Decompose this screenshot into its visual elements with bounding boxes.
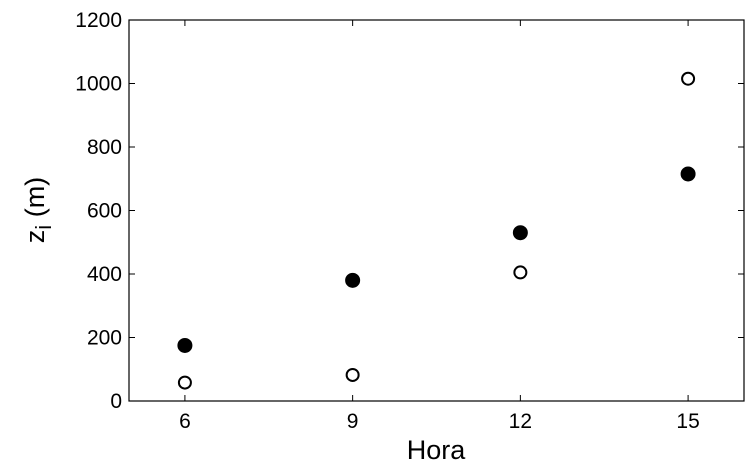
data-point-filled [512,225,528,241]
y-tick-label: 1200 [75,9,122,32]
y-axis-title-subscript: i [31,225,56,230]
data-point-open [681,71,696,86]
x-tick-label: 15 [676,410,699,433]
data-point-open [345,367,360,382]
data-points [177,71,696,390]
y-tick-label: 800 [87,136,122,159]
y-tick-label: 1000 [75,73,122,96]
x-tick-label: 12 [509,410,532,433]
plot-area [128,19,745,402]
y-tick-label: 400 [87,263,122,286]
y-axis-title: zi (m) [20,177,56,243]
data-point-filled [680,166,696,182]
y-tick-label: 200 [87,327,122,350]
data-point-filled [177,337,193,353]
x-tick-label: 6 [179,410,191,433]
y-axis-title-main: z [20,230,50,244]
y-axis-ticks: 0 200 400 600 800 1000 1200 [75,9,744,413]
y-tick-label: 0 [110,390,122,413]
data-point-filled [345,272,361,288]
y-tick-label: 600 [87,200,122,223]
y-axis-title-unit: (m) [20,177,50,225]
x-axis-ticks: 6 9 12 15 [179,20,700,433]
x-axis-title: Hora [407,435,467,464]
data-point-open [177,375,192,390]
data-point-open [513,265,528,280]
x-tick-label: 9 [347,410,359,433]
